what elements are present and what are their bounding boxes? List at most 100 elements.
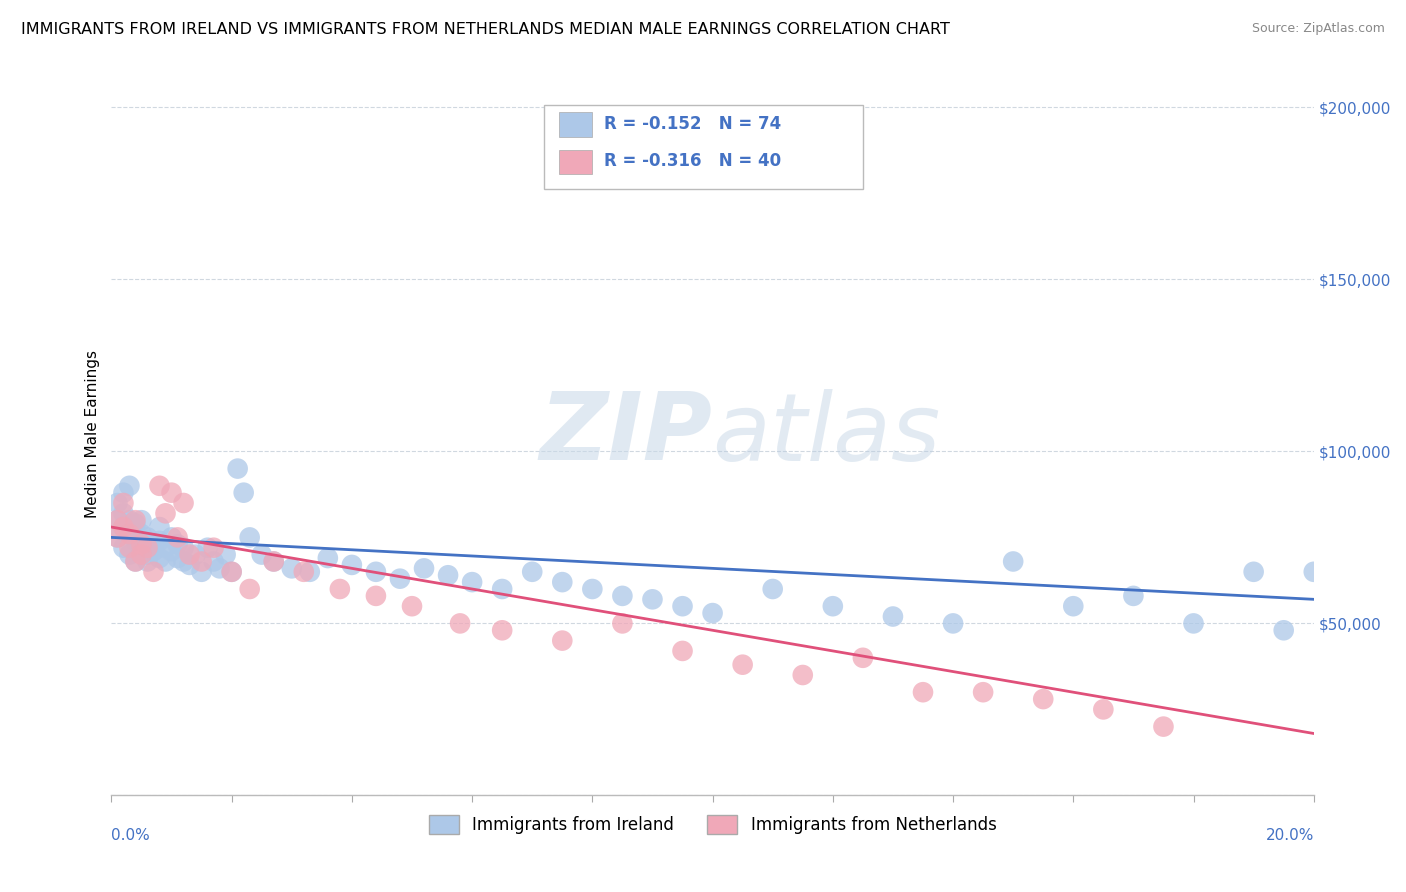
Point: [148, 520, 170, 534]
Point: [671, 599, 693, 614]
Point: [160, 544, 183, 558]
Point: [107, 530, 129, 544]
Point: [190, 565, 212, 579]
Point: [449, 616, 471, 631]
Point: [221, 565, 243, 579]
Point: [281, 561, 304, 575]
Point: [232, 485, 254, 500]
Point: [731, 657, 754, 672]
Point: [792, 668, 814, 682]
Y-axis label: Median Male Earnings: Median Male Earnings: [86, 351, 100, 518]
Point: [551, 575, 574, 590]
Point: [263, 554, 285, 568]
Point: [852, 650, 875, 665]
Point: [124, 554, 146, 568]
Point: [136, 554, 159, 568]
Bar: [558, 150, 592, 174]
Point: [148, 479, 170, 493]
Point: [388, 572, 411, 586]
Point: [612, 589, 634, 603]
Point: [131, 527, 153, 541]
Point: [179, 548, 201, 562]
Point: [173, 554, 195, 568]
Point: [491, 624, 513, 638]
Point: [190, 554, 212, 568]
Text: 20.0%: 20.0%: [1265, 828, 1313, 843]
Point: [364, 589, 387, 603]
Point: [551, 633, 574, 648]
Point: [131, 541, 153, 555]
Point: [124, 516, 146, 531]
Point: [124, 513, 146, 527]
Point: [401, 599, 423, 614]
Text: IMMIGRANTS FROM IRELAND VS IMMIGRANTS FROM NETHERLANDS MEDIAN MALE EARNINGS CORR: IMMIGRANTS FROM IRELAND VS IMMIGRANTS FR…: [21, 22, 950, 37]
Point: [1002, 554, 1025, 568]
Point: [107, 513, 129, 527]
Point: [1032, 692, 1054, 706]
Point: [208, 561, 231, 575]
Point: [214, 548, 236, 562]
Point: [173, 541, 195, 555]
Point: [112, 496, 135, 510]
Point: [107, 530, 129, 544]
Point: [1153, 720, 1175, 734]
Point: [131, 548, 153, 562]
Point: [160, 530, 183, 544]
Point: [641, 592, 664, 607]
Point: [329, 582, 352, 596]
Point: [911, 685, 934, 699]
Point: [202, 554, 225, 568]
Point: [461, 575, 484, 590]
Point: [821, 599, 844, 614]
Point: [1243, 565, 1265, 579]
Point: [166, 537, 188, 551]
Point: [112, 506, 135, 520]
Point: [298, 565, 321, 579]
Point: [316, 551, 339, 566]
Point: [142, 565, 165, 579]
Point: [118, 513, 141, 527]
Point: [107, 496, 129, 510]
Point: [1182, 616, 1205, 631]
Bar: [558, 112, 592, 136]
Point: [762, 582, 785, 596]
Point: [118, 527, 141, 541]
Point: [112, 485, 135, 500]
Point: [340, 558, 363, 572]
Point: [136, 548, 159, 562]
Point: [124, 533, 146, 548]
Legend: Immigrants from Ireland, Immigrants from Netherlands: Immigrants from Ireland, Immigrants from…: [429, 814, 997, 834]
Point: [131, 537, 153, 551]
Text: Source: ZipAtlas.com: Source: ZipAtlas.com: [1251, 22, 1385, 36]
Point: [136, 530, 159, 544]
Point: [202, 541, 225, 555]
Point: [263, 554, 285, 568]
Point: [942, 616, 965, 631]
Point: [173, 496, 195, 510]
Point: [364, 565, 387, 579]
Point: [142, 537, 165, 551]
Text: ZIP: ZIP: [540, 388, 713, 480]
Point: [136, 541, 159, 555]
Point: [131, 513, 153, 527]
Point: [1062, 599, 1084, 614]
Point: [155, 541, 177, 555]
Point: [292, 565, 315, 579]
Text: R = -0.152   N = 74: R = -0.152 N = 74: [605, 114, 782, 133]
Point: [671, 644, 693, 658]
Text: R = -0.316   N = 40: R = -0.316 N = 40: [605, 153, 782, 170]
Point: [112, 520, 135, 534]
Point: [142, 544, 165, 558]
Point: [148, 551, 170, 566]
Point: [437, 568, 460, 582]
Point: [148, 533, 170, 548]
Point: [124, 554, 146, 568]
Point: [160, 485, 183, 500]
Point: [118, 548, 141, 562]
Point: [112, 520, 135, 534]
Point: [118, 479, 141, 493]
Point: [166, 551, 188, 566]
Point: [118, 541, 141, 555]
Point: [1302, 565, 1324, 579]
Point: [118, 527, 141, 541]
